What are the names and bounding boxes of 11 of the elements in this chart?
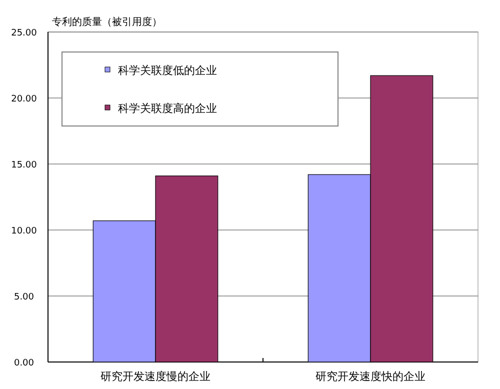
- x-tick-label: 研究开发速度慢的企业: [100, 370, 210, 383]
- y-tick-label: 0.00: [14, 358, 34, 368]
- legend-label: 科学关联度低的企业: [118, 64, 217, 77]
- x-tick-label: 研究开发速度快的企业: [316, 370, 426, 383]
- y-tick-label: 5.00: [14, 292, 34, 302]
- y-axis-title: 专利的质量（被引用度）: [52, 16, 162, 28]
- legend-label: 科学关联度高的企业: [118, 102, 217, 115]
- y-tick-label: 25.00: [11, 28, 38, 38]
- y-tick-label: 20.00: [11, 94, 38, 104]
- y-tick-label: 10.00: [11, 226, 38, 236]
- y-tick-label: 15.00: [11, 160, 38, 170]
